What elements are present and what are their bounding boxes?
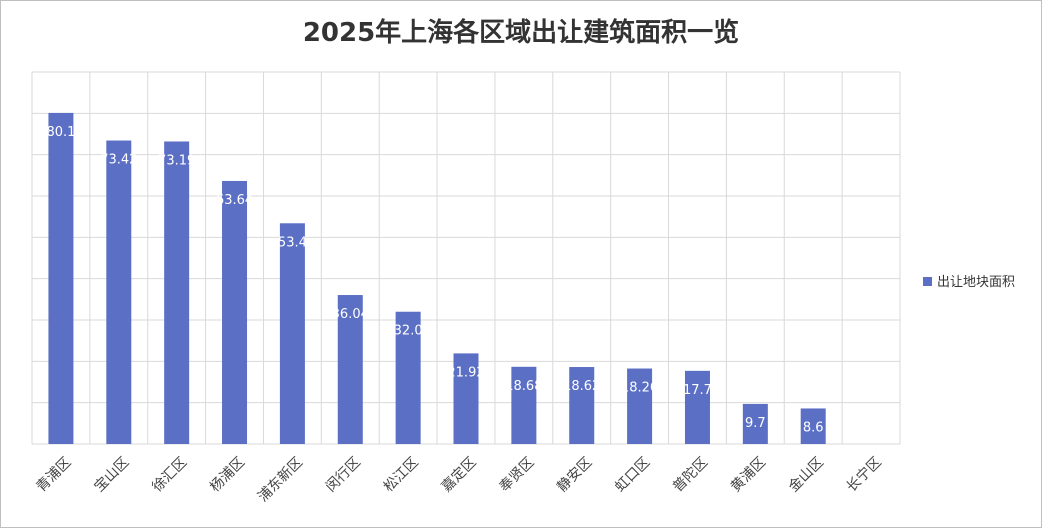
x-tick-label: 黄浦区	[727, 454, 769, 496]
bar	[222, 180, 248, 445]
bar	[511, 366, 537, 444]
x-tick-label: 长宁区	[843, 454, 885, 496]
x-tick-label: 奉贤区	[496, 454, 537, 495]
data-label: 9.7	[745, 416, 766, 431]
legend-swatch	[923, 277, 932, 286]
x-tick-label: 虹口区	[612, 454, 653, 495]
data-label: 21.92	[447, 365, 484, 380]
bar	[800, 408, 826, 444]
x-tick-label: 杨浦区	[207, 454, 248, 495]
legend-label: 出让地块面积	[937, 275, 1015, 290]
chart-title: 2025年上海各区域出让建筑面积一览	[303, 17, 739, 48]
x-axis-tick-labels: 青浦区 宝山区 徐汇区 杨浦区 浦东新区 闵行区 松江区 嘉定区 奉贤区 静安区 虹口区 普陀区 黄浦区…	[34, 454, 885, 506]
bar	[453, 353, 479, 444]
data-label: 73.42	[100, 153, 137, 168]
x-tick-label: 松江区	[381, 454, 422, 495]
bar	[164, 141, 190, 445]
data-label: 18.62	[563, 379, 600, 394]
x-tick-label: 青浦区	[34, 454, 75, 495]
bar	[106, 140, 132, 444]
bar	[395, 311, 421, 444]
data-label: 17.7	[683, 383, 712, 398]
data-label: 63.64	[216, 193, 253, 208]
bar	[48, 112, 74, 445]
bar-series	[48, 112, 826, 445]
bar	[569, 367, 595, 444]
bar	[627, 368, 653, 444]
data-label: 18.26	[621, 381, 658, 396]
data-labels: 80.1 73.42 73.19 63.64 53.4 36.04 32.0 21.92 18.…	[46, 125, 823, 436]
x-tick-label: 浦东新区	[255, 454, 306, 505]
data-label: 8.6	[803, 420, 824, 435]
x-tick-label: 金山区	[786, 454, 827, 495]
bar	[337, 295, 363, 444]
bar	[742, 403, 768, 444]
data-label: 36.04	[332, 307, 369, 322]
x-tick-label: 静安区	[554, 454, 595, 495]
data-label: 53.4	[278, 235, 307, 250]
x-tick-label: 徐汇区	[149, 454, 190, 495]
x-tick-label: 闵行区	[323, 454, 364, 495]
bar	[684, 370, 710, 444]
x-tick-label: 普陀区	[670, 454, 711, 495]
x-tick-label: 宝山区	[91, 454, 132, 495]
bar	[279, 223, 305, 444]
data-label: 73.19	[158, 153, 195, 168]
data-label: 32.0	[394, 324, 423, 339]
data-label: 18.68	[505, 379, 542, 394]
x-tick-label: 嘉定区	[439, 454, 480, 495]
legend: 出让地块面积	[923, 275, 1015, 290]
data-label: 80.1	[46, 125, 75, 140]
